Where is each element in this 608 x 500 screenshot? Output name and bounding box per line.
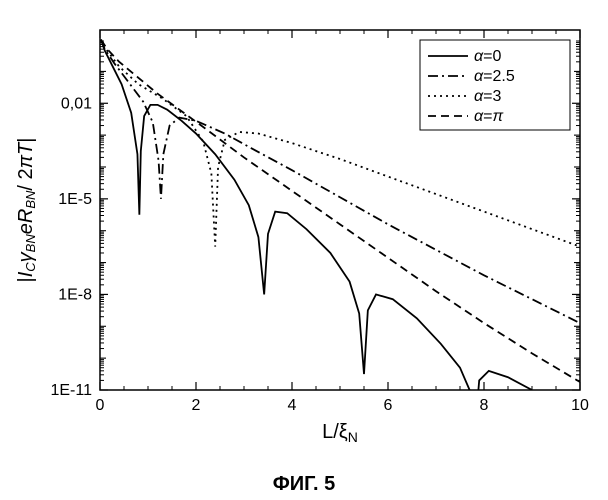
svg-text:1E-8: 1E-8: [58, 286, 92, 303]
chart-container: 0 2 4 6 8 10 1E-11 1E-8 1E-5 0,01 L/ξN |ICγBNeRBN/ …: [0, 0, 608, 500]
legend-label: α=π: [474, 108, 503, 125]
svg-text:2: 2: [192, 397, 201, 414]
figure-caption: ФИГ. 5: [0, 473, 608, 496]
svg-text:0,01: 0,01: [61, 95, 92, 112]
svg-text:6: 6: [384, 397, 393, 414]
svg-text:1E-11: 1E-11: [50, 382, 92, 399]
legend-label: α=3: [474, 88, 501, 105]
svg-text:4: 4: [288, 397, 297, 414]
x-axis-label: L/ξN: [322, 421, 358, 445]
svg-text:10: 10: [571, 397, 589, 414]
line-chart: 0 2 4 6 8 10 1E-11 1E-8 1E-5 0,01 L/ξN |ICγBNeRBN/ …: [0, 0, 608, 460]
svg-text:1E-5: 1E-5: [58, 191, 92, 208]
legend-label: α=2.5: [474, 68, 515, 85]
y-axis-label: |ICγBNeRBN/ 2πT|: [15, 138, 38, 283]
svg-text:0: 0: [96, 397, 105, 414]
legend-label: α=0: [474, 48, 501, 65]
svg-text:8: 8: [480, 397, 489, 414]
